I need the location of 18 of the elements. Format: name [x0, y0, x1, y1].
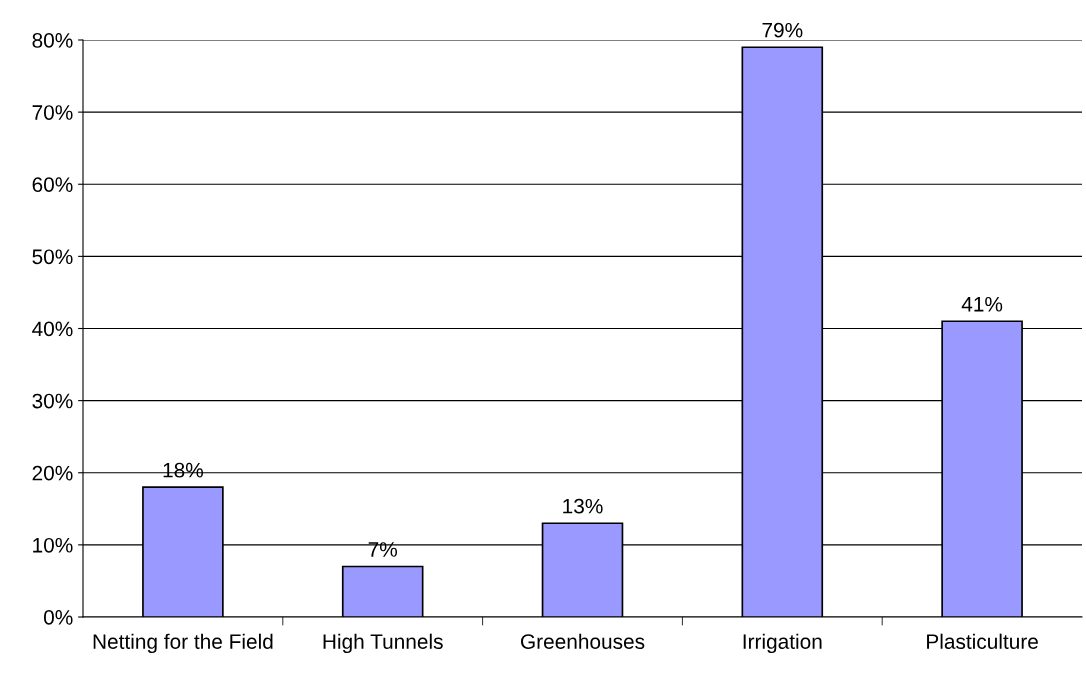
data-label: 79%: [762, 22, 803, 38]
x-tick-label: Plasticulture: [927, 633, 1038, 649]
y-tick-label: 20%: [32, 465, 73, 481]
x-tick-label: High Tunnels: [323, 633, 443, 654]
x-tick-label: Greenhouses: [521, 633, 645, 649]
y-tick-label: 50%: [32, 249, 73, 265]
y-tick-label: 70%: [32, 105, 73, 120]
y-tick-label: 40%: [32, 321, 73, 337]
y-tick-label: 80%: [32, 33, 73, 48]
data-label: 13%: [563, 498, 603, 514]
y-tick-label: 10%: [33, 537, 73, 553]
x-tick-label: Netting for the Field: [93, 633, 273, 654]
y-tick-label: 30%: [32, 393, 73, 409]
y-tick-label: 0%: [43, 610, 73, 625]
data-label: 41%: [961, 296, 1003, 312]
y-tick-label: 60%: [32, 177, 73, 192]
x-tick-label: Irrigation: [743, 633, 822, 654]
data-label: 7%: [368, 542, 398, 557]
